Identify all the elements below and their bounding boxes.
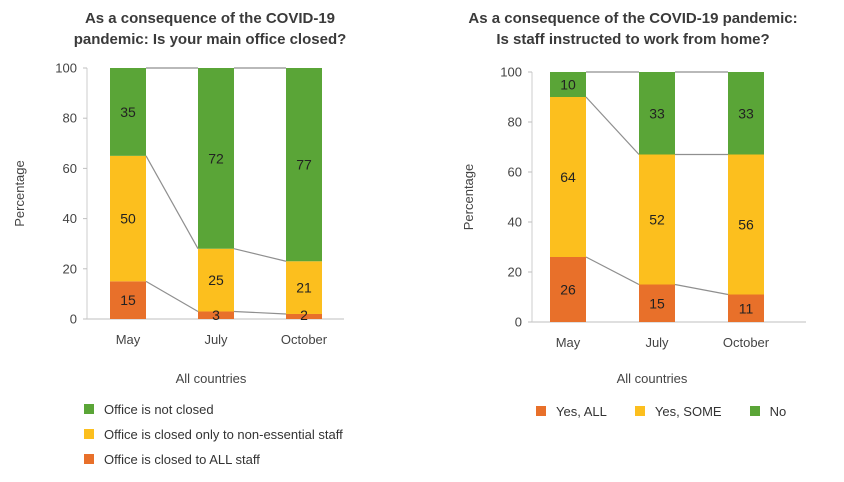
x-tick-label: October — [723, 335, 770, 350]
bar-segment — [639, 154, 675, 285]
legend-item: Yes, ALL — [536, 400, 607, 422]
chart-title: As a consequence of the COVID-19 pandemi… — [0, 8, 420, 50]
legend-item: Yes, SOME — [634, 400, 722, 422]
y-tick-label: 100 — [55, 61, 77, 76]
x-tick-label: May — [556, 335, 581, 350]
data-label: 15 — [120, 292, 136, 308]
connector-line — [585, 256, 640, 286]
bar-segment — [110, 155, 146, 282]
bar-segment — [728, 154, 764, 295]
x-tick-label: May — [116, 332, 141, 347]
legend-label: Office is closed to ALL staff — [104, 451, 260, 467]
y-axis-label: Percentage — [461, 164, 476, 231]
bar-segment — [110, 68, 146, 156]
chart-legend: Yes, ALL Yes, SOME No — [536, 400, 814, 422]
legend-swatch — [84, 404, 94, 414]
data-label: 56 — [738, 217, 754, 233]
legend-item: Office is closed to ALL staff — [84, 448, 343, 470]
data-label: 52 — [649, 212, 665, 228]
bar-segment — [286, 261, 322, 314]
legend-swatch — [536, 406, 546, 416]
data-label: 72 — [208, 150, 224, 166]
bar-segment — [198, 68, 234, 249]
y-tick-label: 60 — [508, 165, 522, 180]
y-tick-label: 20 — [63, 261, 77, 276]
data-label: 2 — [300, 307, 308, 323]
data-label: 77 — [296, 157, 312, 173]
chart-title-line-2: Is staff instructed to work from home? — [496, 31, 770, 48]
legend-label: Yes, ALL — [556, 403, 607, 419]
bar-segment — [639, 284, 675, 322]
y-tick-label: 0 — [70, 312, 77, 327]
bar-segment — [550, 72, 586, 97]
data-label: 33 — [738, 105, 754, 121]
y-tick-label: 80 — [508, 115, 522, 130]
x-tick-label: October — [281, 332, 328, 347]
legend-label: Yes, SOME — [654, 403, 722, 419]
chart-title-line-1: As a consequence of the COVID-19 pandemi… — [468, 10, 798, 27]
bar-segment — [728, 294, 764, 322]
stacked-bar-chart: 0 20 40 60 80 100 Percentage All countries May Ju… — [12, 61, 344, 386]
legend-swatch — [84, 454, 94, 464]
x-axis-label: All countries — [176, 371, 247, 386]
legend-swatch — [84, 429, 94, 439]
y-tick-label: 80 — [63, 111, 77, 126]
connector-line — [145, 280, 199, 312]
bar-segment — [728, 72, 764, 155]
chart-panel-office-closed: As a consequence of the COVID-19 pandemi… — [0, 0, 420, 482]
chart-title: As a consequence of the COVID-19 pandemi… — [422, 8, 844, 50]
bar-segment — [550, 97, 586, 257]
data-label: 25 — [208, 272, 224, 288]
data-label: 64 — [560, 169, 576, 185]
connector-line — [674, 283, 729, 296]
y-tick-label: 40 — [63, 211, 77, 226]
bar-segment — [198, 248, 234, 312]
connector-line — [233, 248, 287, 262]
bar-segment — [198, 311, 234, 319]
data-label: 33 — [649, 105, 665, 121]
data-label: 35 — [120, 104, 136, 120]
chart-legend: Office is not closed Office is closed onl… — [84, 398, 343, 473]
legend-item: Office is not closed — [84, 398, 343, 420]
bar-segment — [286, 313, 322, 319]
legend-label: Office is not closed — [104, 401, 214, 417]
data-label: 11 — [739, 300, 754, 316]
legend-label: Office is closed only to non-essential s… — [104, 426, 343, 442]
chart-panel-work-from-home: As a consequence of the COVID-19 pandemi… — [422, 0, 844, 482]
y-tick-label: 40 — [508, 215, 522, 230]
chart-title-line-1: As a consequence of the COVID-19 — [84, 10, 336, 27]
x-axis-label: All countries — [617, 371, 688, 386]
bar-segment — [286, 68, 322, 262]
legend-label: No — [769, 403, 787, 419]
legend-swatch — [749, 406, 760, 416]
legend-swatch — [634, 406, 645, 416]
chart-title-line-2: pandemic: Is your main office closed? — [73, 31, 347, 48]
data-label: 26 — [560, 282, 576, 298]
bar-segment — [550, 257, 586, 322]
connector-line — [233, 310, 287, 315]
y-tick-label: 100 — [500, 65, 522, 80]
data-label: 15 — [649, 295, 665, 311]
y-tick-label: 60 — [63, 161, 77, 176]
legend-item: Office is closed only to non-essential s… — [84, 423, 343, 445]
connector-line — [585, 96, 640, 155]
legend-item: No — [749, 400, 787, 422]
y-axis-label: Percentage — [12, 160, 27, 227]
y-tick-label: 0 — [515, 315, 522, 330]
x-tick-label: July — [645, 335, 669, 350]
y-tick-label: 20 — [508, 265, 522, 280]
data-label: 3 — [212, 307, 220, 323]
x-tick-label: July — [204, 332, 228, 347]
data-label: 50 — [120, 211, 136, 227]
data-label: 10 — [560, 77, 576, 93]
bar-segment — [639, 72, 675, 155]
stacked-bar-chart: 0 20 40 60 80 100 Percentage All countries May Ju… — [461, 65, 806, 386]
bar-segment — [110, 281, 146, 319]
data-label: 21 — [296, 280, 312, 296]
connector-line — [145, 155, 199, 250]
